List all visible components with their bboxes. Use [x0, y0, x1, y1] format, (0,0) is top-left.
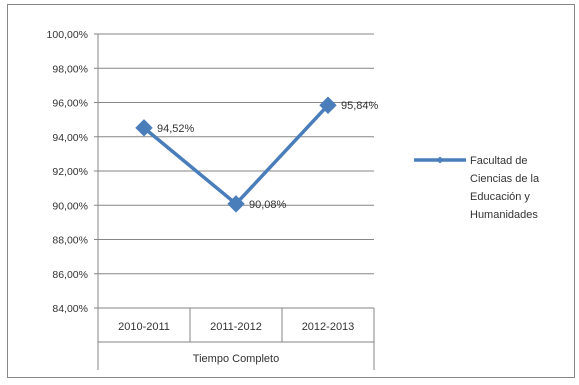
x-category-label: 2011-2012: [210, 321, 262, 333]
chart-frame: [7, 4, 575, 378]
y-tick-label: 92,00%: [52, 166, 88, 178]
x-category-label: 2012-2013: [302, 321, 355, 333]
y-tick-label: 96,00%: [52, 98, 88, 110]
x-group-label: Tiempo Completo: [193, 353, 279, 365]
y-axis: 100,00% 98,00% 96,00% 94,00% 92,00% 90,00% 88,…: [47, 29, 99, 315]
data-point-marker: [319, 96, 337, 114]
y-tick-label: 94,00%: [52, 132, 88, 144]
data-label: 95,84%: [341, 100, 379, 112]
data-label: 90,08%: [249, 199, 287, 211]
y-tick-label: 86,00%: [52, 269, 88, 281]
legend-marker: [436, 156, 444, 164]
series-line: [142, 104, 330, 207]
data-point-marker: [135, 119, 153, 137]
gridlines: [98, 33, 374, 309]
legend-label: Humanidades: [470, 209, 538, 221]
legend: Facultad de Ciencias de la Educación y Huma…: [414, 155, 540, 221]
y-tick-label: 98,00%: [52, 63, 88, 75]
data-point-marker: [227, 195, 245, 213]
data-label: 94,52%: [157, 123, 195, 135]
legend-label: Ciencias de la: [470, 173, 540, 185]
legend-label: Facultad de: [470, 155, 527, 167]
series-layer: 94,52% 90,08% 95,84%: [135, 96, 379, 213]
y-tick-label: 90,00%: [52, 200, 88, 212]
x-category-label: 2010-2011: [118, 321, 170, 333]
x-axis: 2010-2011 2011-2012 2012-2013 Tiempo Comple…: [97, 308, 375, 370]
y-tick-label: 84,00%: [52, 303, 88, 315]
y-tick-label: 88,00%: [52, 235, 88, 247]
legend-label: Educación y: [470, 191, 530, 203]
y-tick-label: 100,00%: [47, 29, 88, 41]
